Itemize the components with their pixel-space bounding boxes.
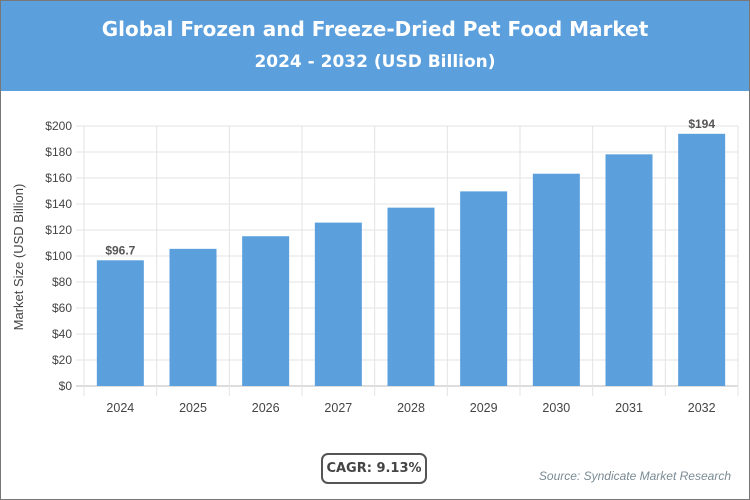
chart-title: Global Frozen and Freeze-Dried Pet Food …: [101, 17, 649, 41]
y-tick-label: $100: [45, 249, 72, 263]
y-tick-label: $200: [45, 119, 72, 133]
x-tick-label: 2028: [397, 401, 425, 415]
data-label-2032: $194: [688, 117, 715, 131]
bar-2026: [242, 236, 290, 386]
data-label-2024: $96.7: [105, 243, 135, 257]
cagr-badge: CAGR: 9.13%: [321, 453, 427, 484]
chart-subtitle: 2024 - 2032 (USD Billion): [254, 52, 496, 72]
y-tick-label: $120: [45, 223, 72, 237]
y-tick-label: $60: [52, 301, 72, 315]
x-tick-label: 2025: [179, 401, 207, 415]
y-tick-label: $20: [52, 353, 72, 367]
y-tick-label: $180: [45, 145, 72, 159]
x-tick-label: 2029: [470, 401, 498, 415]
bar-2024: [96, 260, 144, 386]
x-tick-label: 2024: [106, 401, 134, 415]
y-tick-label: $80: [52, 275, 72, 289]
y-tick-label: $0: [59, 379, 73, 393]
y-tick-label: $140: [45, 197, 72, 211]
chart-header: Global Frozen and Freeze-Dried Pet Food …: [1, 1, 749, 91]
bar-2030: [532, 173, 580, 386]
y-tick-label: $40: [52, 327, 72, 341]
x-tick-label: 2027: [324, 401, 352, 415]
bar-2028: [387, 207, 435, 386]
x-tick-label: 2030: [542, 401, 570, 415]
y-tick-label: $160: [45, 171, 72, 185]
y-axis-label: Market Size (USD Billion): [11, 184, 26, 331]
bar-2027: [314, 222, 362, 386]
bar-2031: [605, 154, 653, 386]
x-tick-label: 2032: [688, 401, 716, 415]
x-tick-label: 2026: [252, 401, 280, 415]
bar-2029: [460, 191, 508, 386]
source-note: Source: Syndicate Market Research: [538, 469, 731, 483]
bar-2025: [169, 248, 217, 386]
x-tick-label: 2031: [615, 401, 643, 415]
bar-2032: [678, 133, 726, 386]
